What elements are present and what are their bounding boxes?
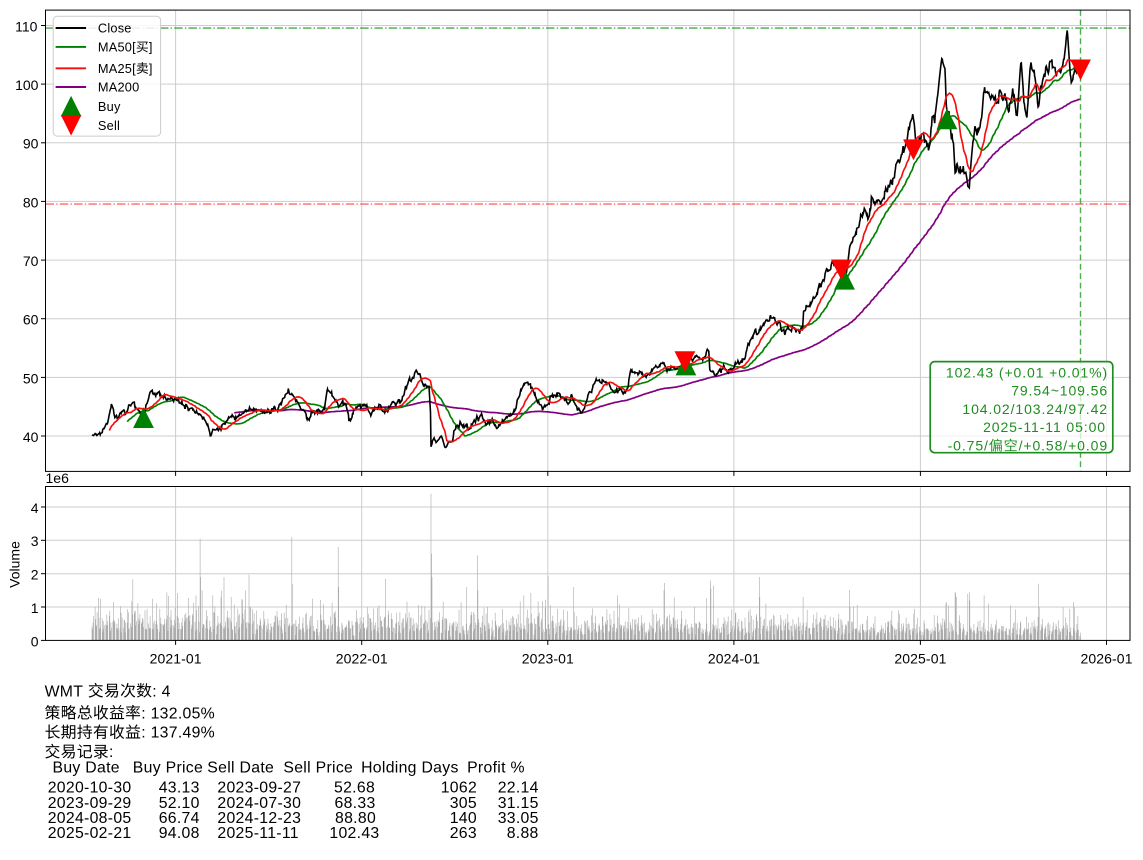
svg-text:1e6: 1e6 (46, 470, 70, 486)
svg-text:8.88: 8.88 (507, 825, 539, 842)
svg-text:2025-01: 2025-01 (894, 651, 946, 667)
svg-text:Buy Date: Buy Date (53, 759, 120, 776)
svg-text:88.80: 88.80 (335, 810, 376, 827)
svg-text:305: 305 (450, 795, 477, 812)
svg-text:Holding Days: Holding Days (361, 759, 459, 776)
svg-text:52.10: 52.10 (159, 795, 200, 812)
svg-text::: : (109, 744, 114, 761)
svg-text:68.33: 68.33 (335, 795, 376, 812)
svg-text:52.68: 52.68 (334, 779, 375, 796)
svg-text:80: 80 (23, 194, 39, 210)
svg-text:1: 1 (31, 600, 39, 616)
svg-text:100: 100 (15, 77, 39, 93)
svg-text:Buy: Buy (98, 99, 121, 114)
svg-text:33.05: 33.05 (498, 810, 539, 827)
svg-text:66.74: 66.74 (159, 810, 200, 827)
svg-text:2: 2 (31, 567, 39, 583)
svg-text:: 132.05%: : 132.05% (141, 705, 215, 722)
svg-text:2025-11-11: 2025-11-11 (217, 825, 298, 842)
svg-text:Sell Date: Sell Date (207, 759, 274, 776)
svg-text:2025-11-11 05:00: 2025-11-11 05:00 (983, 419, 1106, 435)
svg-text:90: 90 (23, 136, 39, 152)
svg-text:104.02/103.24/97.42: 104.02/103.24/97.42 (962, 401, 1108, 417)
svg-text:2022-01: 2022-01 (336, 651, 388, 667)
svg-text:263: 263 (450, 825, 477, 842)
svg-text:: 137.49%: : 137.49% (141, 725, 215, 742)
svg-text:70: 70 (23, 253, 39, 269)
svg-text:Volume: Volume (7, 541, 23, 588)
svg-text:Sell: Sell (98, 118, 120, 133)
svg-text:79.54~109.56: 79.54~109.56 (1011, 383, 1108, 399)
svg-text:0: 0 (31, 633, 39, 649)
svg-text:Close: Close (98, 21, 132, 36)
svg-text:2023-01: 2023-01 (522, 651, 574, 667)
svg-text:2023-09-27: 2023-09-27 (217, 779, 301, 796)
svg-text:102.43: 102.43 (329, 825, 379, 842)
svg-text:MA25[: MA25[ (98, 61, 136, 76)
svg-text:2024-01: 2024-01 (708, 651, 760, 667)
svg-text:/+0.58/+0.09: /+0.58/+0.09 (1019, 438, 1108, 454)
svg-text:50: 50 (23, 370, 39, 386)
svg-text:22.14: 22.14 (498, 779, 539, 796)
svg-text:2024-12-23: 2024-12-23 (217, 810, 301, 827)
svg-text:2024-07-30: 2024-07-30 (217, 795, 301, 812)
svg-text:3: 3 (31, 533, 39, 549)
svg-text:2023-09-29: 2023-09-29 (48, 795, 132, 812)
svg-text:94.08: 94.08 (159, 825, 200, 842)
svg-text:4: 4 (31, 500, 39, 516)
svg-text:2026-01: 2026-01 (1081, 651, 1133, 667)
svg-text:60: 60 (23, 312, 39, 328)
svg-text:Profit %: Profit % (467, 759, 525, 776)
svg-text:MA200: MA200 (98, 80, 140, 95)
svg-text:2020-10-30: 2020-10-30 (48, 779, 132, 796)
svg-text:2024-08-05: 2024-08-05 (48, 810, 132, 827)
svg-text:110: 110 (15, 18, 38, 34)
svg-text:: 4: : 4 (152, 683, 170, 700)
svg-text:-0.75/: -0.75/ (948, 438, 989, 454)
svg-text:40: 40 (23, 429, 39, 445)
svg-text:MA50[: MA50[ (98, 40, 136, 55)
svg-text:1062: 1062 (441, 779, 477, 796)
svg-text:Sell Price: Sell Price (283, 759, 353, 776)
svg-text:31.15: 31.15 (498, 795, 539, 812)
svg-text:2025-02-21: 2025-02-21 (48, 825, 132, 842)
svg-text:140: 140 (450, 810, 477, 827)
svg-text:]: ] (149, 61, 153, 76)
svg-text:]: ] (149, 40, 153, 55)
svg-text:Buy Price: Buy Price (133, 759, 203, 776)
svg-text:WMT: WMT (45, 683, 84, 700)
svg-text:43.13: 43.13 (159, 779, 200, 796)
svg-text:2021-01: 2021-01 (150, 651, 202, 667)
svg-text:102.43 (+0.01 +0.01%): 102.43 (+0.01 +0.01%) (946, 364, 1108, 380)
